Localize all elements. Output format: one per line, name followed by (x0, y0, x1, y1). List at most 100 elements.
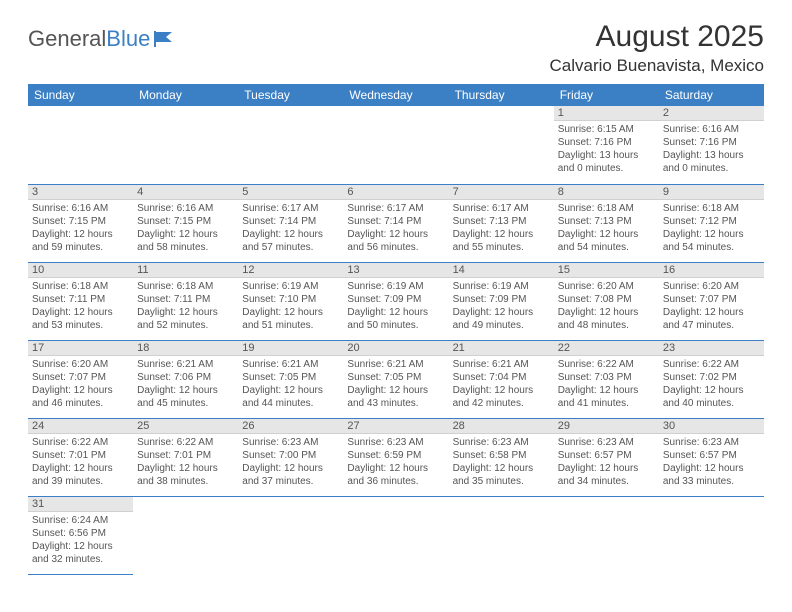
calendar-empty (238, 496, 343, 574)
calendar-day: 6Sunrise: 6:17 AMSunset: 7:14 PMDaylight… (343, 184, 448, 262)
day-number: 1 (554, 106, 659, 121)
calendar-day: 3Sunrise: 6:16 AMSunset: 7:15 PMDaylight… (28, 184, 133, 262)
sunrise-text: Sunrise: 6:18 AM (32, 280, 129, 293)
daylight-text: Daylight: 13 hours and 0 minutes. (663, 149, 760, 175)
calendar-day: 20Sunrise: 6:21 AMSunset: 7:05 PMDayligh… (343, 340, 448, 418)
day-number: 24 (28, 419, 133, 434)
day-number: 3 (28, 185, 133, 200)
day-details: Sunrise: 6:18 AMSunset: 7:11 PMDaylight:… (133, 278, 238, 335)
sunrise-text: Sunrise: 6:19 AM (347, 280, 444, 293)
calendar-empty (343, 106, 448, 184)
daylight-text: Daylight: 12 hours and 56 minutes. (347, 228, 444, 254)
day-details: Sunrise: 6:16 AMSunset: 7:15 PMDaylight:… (133, 200, 238, 257)
sunrise-text: Sunrise: 6:20 AM (558, 280, 655, 293)
calendar-day: 24Sunrise: 6:22 AMSunset: 7:01 PMDayligh… (28, 418, 133, 496)
calendar-day: 16Sunrise: 6:20 AMSunset: 7:07 PMDayligh… (659, 262, 764, 340)
day-header: Sunday (28, 84, 133, 106)
sunset-text: Sunset: 7:00 PM (242, 449, 339, 462)
daylight-text: Daylight: 12 hours and 43 minutes. (347, 384, 444, 410)
day-details: Sunrise: 6:16 AMSunset: 7:15 PMDaylight:… (28, 200, 133, 257)
calendar-empty (238, 106, 343, 184)
daylight-text: Daylight: 13 hours and 0 minutes. (558, 149, 655, 175)
day-details: Sunrise: 6:22 AMSunset: 7:03 PMDaylight:… (554, 356, 659, 413)
sunset-text: Sunset: 7:15 PM (137, 215, 234, 228)
sunrise-text: Sunrise: 6:21 AM (137, 358, 234, 371)
sunset-text: Sunset: 6:57 PM (558, 449, 655, 462)
calendar-day: 30Sunrise: 6:23 AMSunset: 6:57 PMDayligh… (659, 418, 764, 496)
day-details: Sunrise: 6:21 AMSunset: 7:05 PMDaylight:… (343, 356, 448, 413)
calendar-day: 7Sunrise: 6:17 AMSunset: 7:13 PMDaylight… (449, 184, 554, 262)
sunset-text: Sunset: 7:05 PM (347, 371, 444, 384)
day-details: Sunrise: 6:18 AMSunset: 7:13 PMDaylight:… (554, 200, 659, 257)
daylight-text: Daylight: 12 hours and 50 minutes. (347, 306, 444, 332)
sunrise-text: Sunrise: 6:23 AM (347, 436, 444, 449)
calendar-day: 2Sunrise: 6:16 AMSunset: 7:16 PMDaylight… (659, 106, 764, 184)
day-header: Thursday (449, 84, 554, 106)
calendar-day: 14Sunrise: 6:19 AMSunset: 7:09 PMDayligh… (449, 262, 554, 340)
calendar-day: 13Sunrise: 6:19 AMSunset: 7:09 PMDayligh… (343, 262, 448, 340)
sunset-text: Sunset: 7:14 PM (242, 215, 339, 228)
day-number: 8 (554, 185, 659, 200)
calendar-day: 9Sunrise: 6:18 AMSunset: 7:12 PMDaylight… (659, 184, 764, 262)
day-number: 27 (343, 419, 448, 434)
calendar-day: 8Sunrise: 6:18 AMSunset: 7:13 PMDaylight… (554, 184, 659, 262)
sunset-text: Sunset: 6:59 PM (347, 449, 444, 462)
sunset-text: Sunset: 7:01 PM (32, 449, 129, 462)
day-number: 21 (449, 341, 554, 356)
sunrise-text: Sunrise: 6:21 AM (347, 358, 444, 371)
day-details: Sunrise: 6:19 AMSunset: 7:09 PMDaylight:… (343, 278, 448, 335)
day-number: 17 (28, 341, 133, 356)
day-details: Sunrise: 6:22 AMSunset: 7:02 PMDaylight:… (659, 356, 764, 413)
sunrise-text: Sunrise: 6:16 AM (32, 202, 129, 215)
sunrise-text: Sunrise: 6:19 AM (242, 280, 339, 293)
sunset-text: Sunset: 7:09 PM (347, 293, 444, 306)
calendar-empty (449, 496, 554, 574)
day-number: 13 (343, 263, 448, 278)
month-title: August 2025 (550, 20, 764, 54)
day-number: 29 (554, 419, 659, 434)
daylight-text: Daylight: 12 hours and 54 minutes. (558, 228, 655, 254)
calendar-day: 22Sunrise: 6:22 AMSunset: 7:03 PMDayligh… (554, 340, 659, 418)
calendar-empty (133, 496, 238, 574)
day-number: 4 (133, 185, 238, 200)
day-details: Sunrise: 6:23 AMSunset: 6:57 PMDaylight:… (554, 434, 659, 491)
sunset-text: Sunset: 7:02 PM (663, 371, 760, 384)
calendar-week: 24Sunrise: 6:22 AMSunset: 7:01 PMDayligh… (28, 418, 764, 496)
day-number: 11 (133, 263, 238, 278)
sunrise-text: Sunrise: 6:17 AM (242, 202, 339, 215)
calendar-empty (659, 496, 764, 574)
sunset-text: Sunset: 7:11 PM (32, 293, 129, 306)
day-details: Sunrise: 6:20 AMSunset: 7:07 PMDaylight:… (28, 356, 133, 413)
sunset-text: Sunset: 7:05 PM (242, 371, 339, 384)
daylight-text: Daylight: 12 hours and 32 minutes. (32, 540, 129, 566)
day-number: 12 (238, 263, 343, 278)
calendar-week: 17Sunrise: 6:20 AMSunset: 7:07 PMDayligh… (28, 340, 764, 418)
calendar-empty (343, 496, 448, 574)
sunrise-text: Sunrise: 6:22 AM (558, 358, 655, 371)
calendar-day: 23Sunrise: 6:22 AMSunset: 7:02 PMDayligh… (659, 340, 764, 418)
day-details: Sunrise: 6:20 AMSunset: 7:08 PMDaylight:… (554, 278, 659, 335)
daylight-text: Daylight: 12 hours and 36 minutes. (347, 462, 444, 488)
day-details: Sunrise: 6:24 AMSunset: 6:56 PMDaylight:… (28, 512, 133, 569)
sunrise-text: Sunrise: 6:18 AM (558, 202, 655, 215)
sunrise-text: Sunrise: 6:16 AM (663, 123, 760, 136)
sunrise-text: Sunrise: 6:21 AM (453, 358, 550, 371)
day-number: 6 (343, 185, 448, 200)
calendar-week: 1Sunrise: 6:15 AMSunset: 7:16 PMDaylight… (28, 106, 764, 184)
day-details: Sunrise: 6:19 AMSunset: 7:10 PMDaylight:… (238, 278, 343, 335)
day-number: 28 (449, 419, 554, 434)
sunset-text: Sunset: 7:08 PM (558, 293, 655, 306)
daylight-text: Daylight: 12 hours and 49 minutes. (453, 306, 550, 332)
daylight-text: Daylight: 12 hours and 42 minutes. (453, 384, 550, 410)
sunrise-text: Sunrise: 6:23 AM (558, 436, 655, 449)
day-details: Sunrise: 6:21 AMSunset: 7:05 PMDaylight:… (238, 356, 343, 413)
sunset-text: Sunset: 7:09 PM (453, 293, 550, 306)
day-number: 18 (133, 341, 238, 356)
calendar-empty (28, 106, 133, 184)
calendar-day: 17Sunrise: 6:20 AMSunset: 7:07 PMDayligh… (28, 340, 133, 418)
sunrise-text: Sunrise: 6:18 AM (137, 280, 234, 293)
sunrise-text: Sunrise: 6:17 AM (453, 202, 550, 215)
daylight-text: Daylight: 12 hours and 58 minutes. (137, 228, 234, 254)
calendar-week: 31Sunrise: 6:24 AMSunset: 6:56 PMDayligh… (28, 496, 764, 574)
day-details: Sunrise: 6:17 AMSunset: 7:14 PMDaylight:… (238, 200, 343, 257)
